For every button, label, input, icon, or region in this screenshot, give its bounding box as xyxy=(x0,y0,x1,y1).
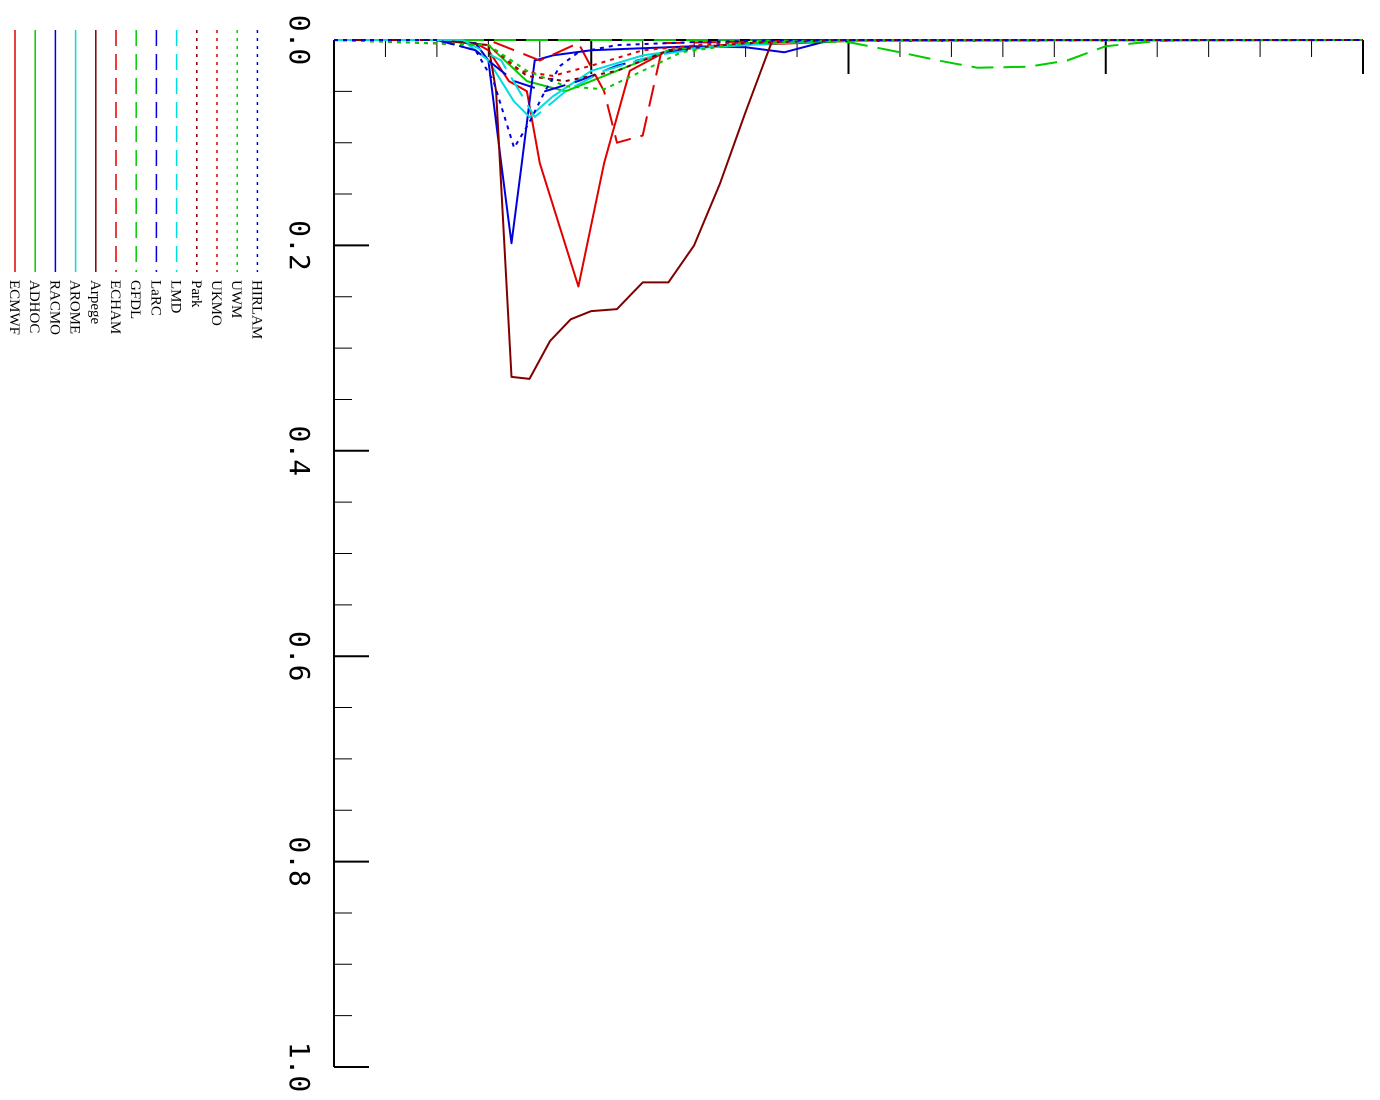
legend-label-uwm: UWM xyxy=(228,280,244,318)
legend-label-ukmo: UKMO xyxy=(208,280,224,326)
series-group xyxy=(333,39,1364,380)
legend-label-gfdl: GFDL xyxy=(127,280,143,319)
value-tick-label: 0.2 xyxy=(283,220,316,271)
value-tick-label: 0.0 xyxy=(283,15,316,66)
series-line-racmo xyxy=(334,39,1363,245)
legend-label-park: Park xyxy=(188,280,204,308)
legend-label-hirlam: HIRLAM xyxy=(248,280,264,339)
series-line-park xyxy=(333,39,1363,83)
value-tick-label: 0.8 xyxy=(283,836,316,887)
series-line-lmd xyxy=(334,39,1364,118)
legend-label-arpege: Arpege xyxy=(87,280,103,324)
value-tick-label: 0.6 xyxy=(283,631,316,682)
legend-label-adhoc: ADHOC xyxy=(26,280,42,333)
series-line-ecmwf xyxy=(334,39,1363,288)
axes: 0.0 0.2 0.4 0.6 0.8 1.0 xyxy=(283,15,1364,1093)
legend-label-echam: ECHAM xyxy=(107,280,123,334)
legend-label-ecmwf: ECMWF xyxy=(6,280,22,335)
legend-label-arome: AROME xyxy=(67,280,83,334)
series-line-arpege xyxy=(334,39,1363,380)
value-tick-label: 1.0 xyxy=(283,1042,316,1093)
legend: ECMWF ADHOC RACMO AROME Arpege ECHAM GFDL LaRC L… xyxy=(6,30,264,339)
legend-label-racmo: RACMO xyxy=(46,280,62,335)
value-tick-label: 0.4 xyxy=(283,426,316,477)
legend-label-larc: LaRC xyxy=(147,280,163,316)
legend-label-lmd: LMD xyxy=(168,280,184,314)
